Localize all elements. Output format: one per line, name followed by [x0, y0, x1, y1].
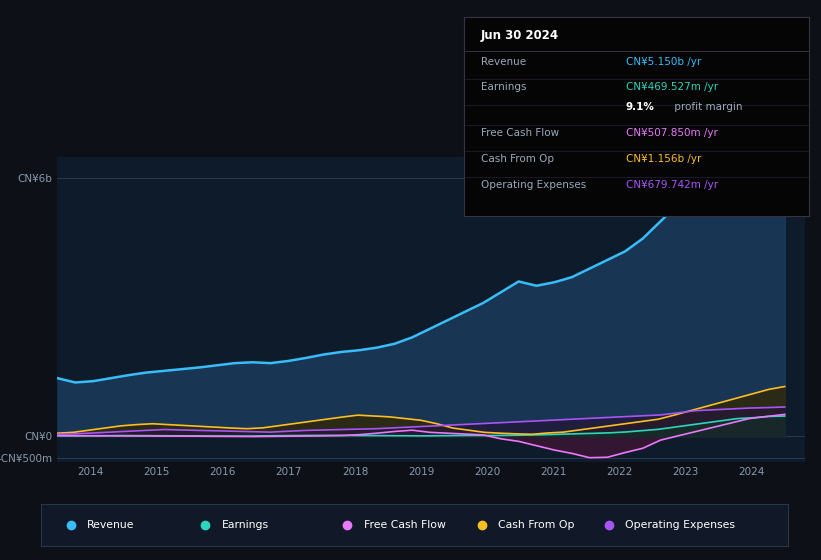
Text: Cash From Op: Cash From Op [498, 520, 575, 530]
Text: CN¥5.150b /yr: CN¥5.150b /yr [626, 57, 701, 67]
Text: Cash From Op: Cash From Op [481, 154, 554, 164]
Text: profit margin: profit margin [671, 102, 742, 113]
Text: CN¥679.742m /yr: CN¥679.742m /yr [626, 180, 718, 190]
Text: Revenue: Revenue [87, 520, 135, 530]
Text: CN¥469.527m /yr: CN¥469.527m /yr [626, 82, 718, 92]
Text: Jun 30 2024: Jun 30 2024 [481, 29, 559, 42]
Text: Revenue: Revenue [481, 57, 526, 67]
Text: Free Cash Flow: Free Cash Flow [481, 128, 559, 138]
Text: CN¥507.850m /yr: CN¥507.850m /yr [626, 128, 718, 138]
Text: CN¥1.156b /yr: CN¥1.156b /yr [626, 154, 701, 164]
Text: 9.1%: 9.1% [626, 102, 655, 113]
Text: Free Cash Flow: Free Cash Flow [364, 520, 446, 530]
Text: Earnings: Earnings [481, 82, 526, 92]
Text: Operating Expenses: Operating Expenses [481, 180, 586, 190]
Text: Operating Expenses: Operating Expenses [626, 520, 736, 530]
Text: Earnings: Earnings [222, 520, 269, 530]
